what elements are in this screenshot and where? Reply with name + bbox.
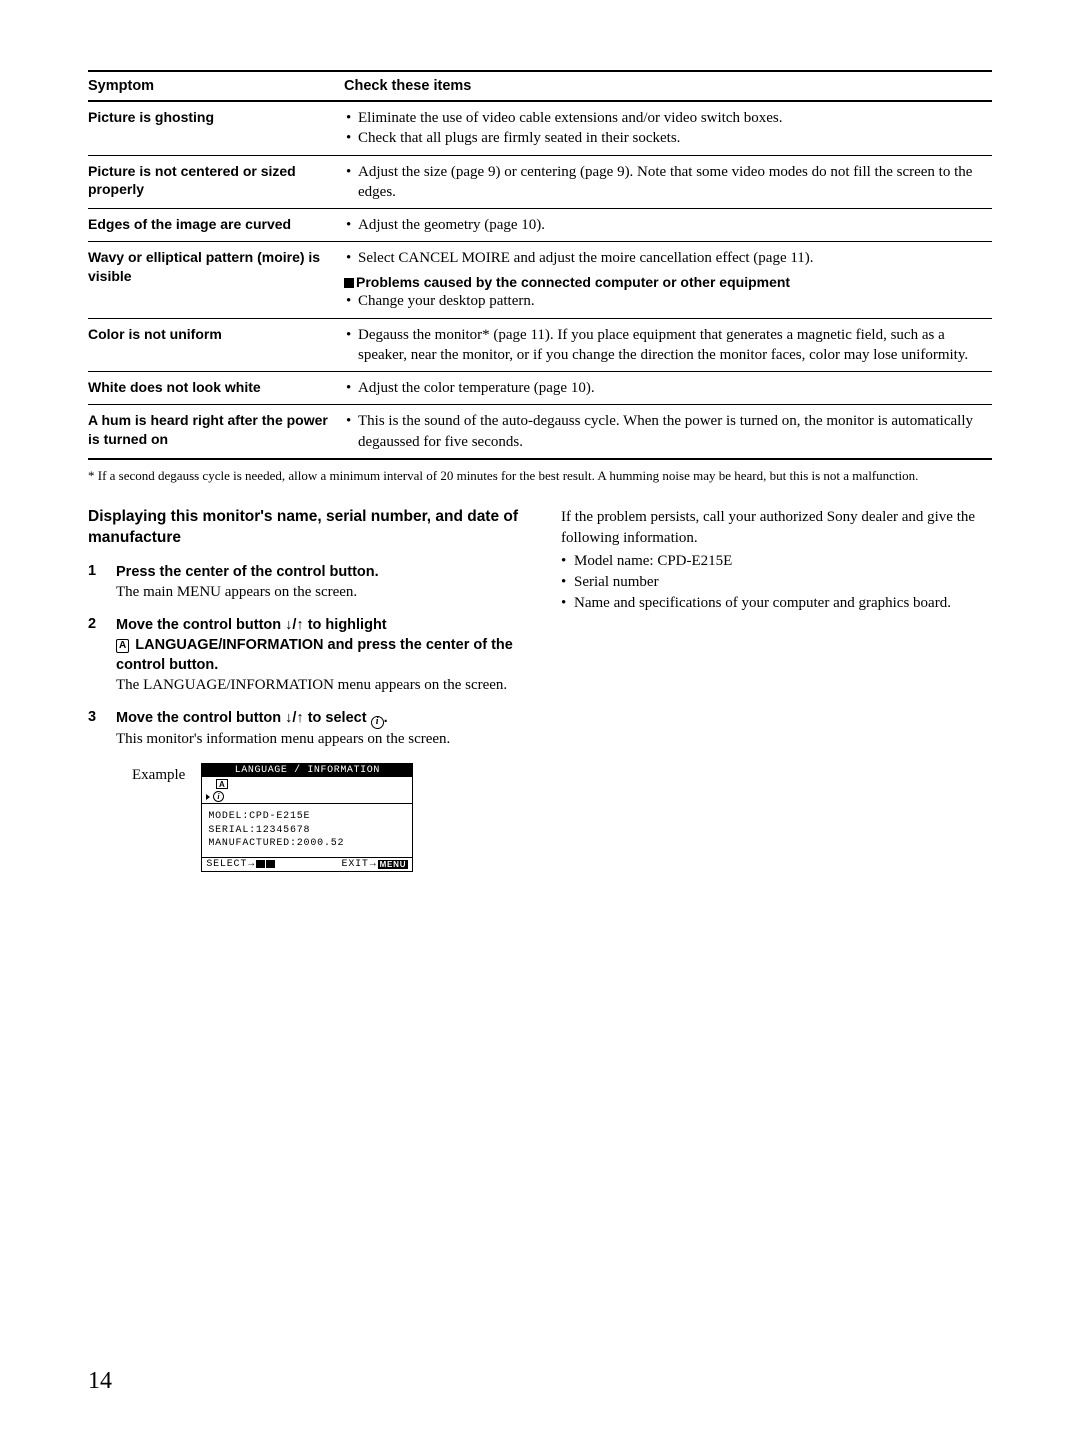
symptom: Picture is not centered or sized properl…	[88, 155, 344, 209]
step-bold: Move the control button ↓/↑ to highlight…	[116, 616, 519, 675]
step-text: The LANGUAGE/INFORMATION menu appears on…	[116, 675, 519, 695]
osd-panel: LANGUAGE / INFORMATION A i MODEL:CPD-E21…	[201, 763, 413, 872]
right-column: If the problem persists, call your autho…	[561, 507, 992, 872]
symptom: Picture is ghosting	[88, 101, 344, 155]
th-check: Check these items	[344, 71, 992, 101]
info-icon: i	[371, 716, 384, 729]
check-list: Select CANCEL MOIRE and adjust the moire…	[344, 248, 990, 268]
down-up-arrows-icon: ↓/↑	[285, 617, 304, 633]
keycap-icon: A	[116, 639, 129, 653]
symptom: A hum is heard right after the power is …	[88, 405, 344, 459]
left-column: Displaying this monitor's name, serial n…	[88, 507, 519, 872]
right-list: Model name: CPD-E215E Serial number Name…	[561, 551, 992, 614]
page-number: 14	[88, 1368, 112, 1395]
symptom: White does not look white	[88, 372, 344, 405]
right-intro: If the problem persists, call your autho…	[561, 507, 992, 549]
step-text: The main MENU appears on the screen.	[116, 582, 519, 602]
check-list: This is the sound of the auto-degauss cy…	[344, 411, 990, 452]
check-list: Adjust the color temperature (page 10).	[344, 378, 990, 398]
check-list: Degauss the monitor* (page 11). If you p…	[344, 325, 990, 366]
steps-list: Press the center of the control button. …	[88, 563, 519, 750]
symptom: Wavy or elliptical pattern (moire) is vi…	[88, 242, 344, 318]
pointer-icon	[206, 794, 210, 800]
info-icon: i	[213, 791, 224, 802]
osd-title: LANGUAGE / INFORMATION	[202, 764, 412, 777]
section-heading: Displaying this monitor's name, serial n…	[88, 507, 519, 549]
symptom: Edges of the image are curved	[88, 209, 344, 242]
step-text: This monitor's information menu appears …	[116, 729, 519, 749]
example-label: Example	[132, 763, 185, 784]
symptom: Color is not uniform	[88, 318, 344, 372]
troubleshooting-table: Symptom Check these items Picture is gho…	[88, 70, 992, 460]
subheading: Problems caused by the connected compute…	[344, 273, 990, 292]
osd-footer: SELECT→ EXIT→MENU	[202, 857, 412, 871]
step-bold: Press the center of the control button.	[116, 563, 519, 583]
check-list: Change your desktop pattern.	[344, 291, 990, 311]
check-list: Adjust the size (page 9) or centering (p…	[344, 162, 990, 203]
th-symptom: Symptom	[88, 71, 344, 101]
step-bold: Move the control button ↓/↑ to select i.	[116, 709, 519, 729]
check-list: Eliminate the use of video cable extensi…	[344, 108, 990, 149]
down-up-arrows-icon: ↓/↑	[285, 710, 304, 726]
osd-body: MODEL:CPD-E215E SERIAL:12345678 MANUFACT…	[202, 804, 412, 857]
lang-a-icon: A	[216, 779, 228, 789]
footnote: * If a second degauss cycle is needed, a…	[88, 468, 992, 485]
check-list: Adjust the geometry (page 10).	[344, 215, 990, 235]
